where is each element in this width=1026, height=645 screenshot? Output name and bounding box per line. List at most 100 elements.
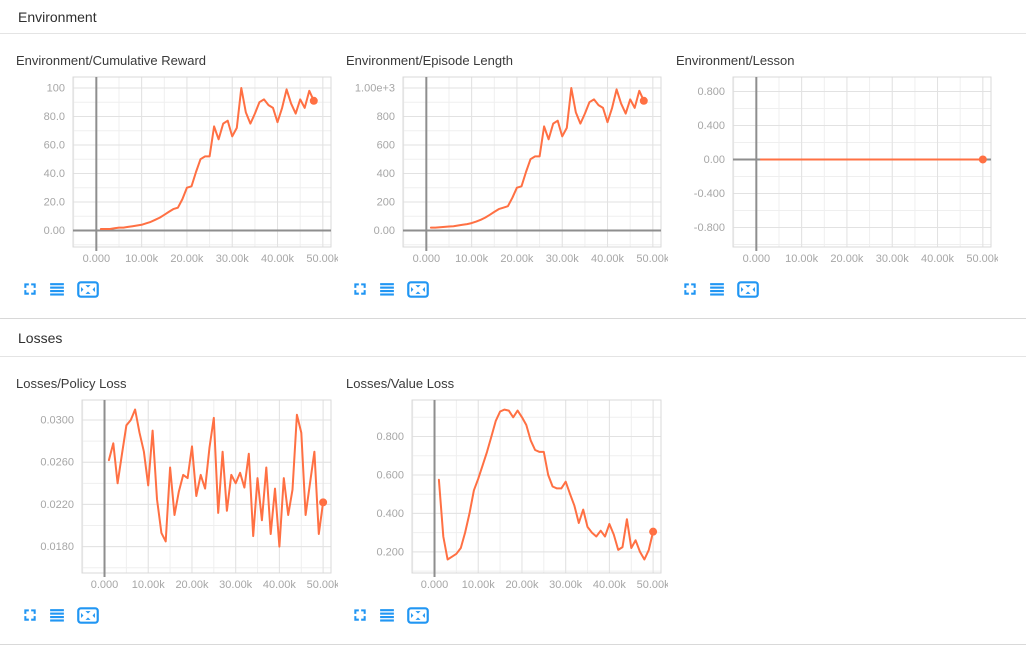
fit-to-data-icon bbox=[737, 280, 759, 298]
y-tick-label: 0.0260 bbox=[40, 457, 74, 469]
fit-domain-chart-button[interactable] bbox=[77, 606, 99, 624]
section-bottom-spacer bbox=[0, 298, 1026, 318]
x-tick-label: 20.00k bbox=[505, 579, 539, 591]
fit-domain-chart-button[interactable] bbox=[407, 606, 429, 624]
fit-domain-chart-button[interactable] bbox=[407, 280, 429, 298]
fit-to-data-icon bbox=[407, 606, 429, 624]
section-header-environment[interactable]: Environment bbox=[0, 0, 1026, 34]
x-tick-label: 0.000 bbox=[413, 253, 441, 265]
y-tick-label: 600 bbox=[377, 139, 395, 151]
chart-title: Environment/Lesson bbox=[676, 53, 795, 68]
y-tick-label: -0.400 bbox=[694, 188, 725, 200]
menu-icon bbox=[380, 282, 394, 296]
x-tick-label: 10.00k bbox=[455, 253, 489, 265]
chart-title: Losses/Policy Loss bbox=[16, 376, 127, 391]
chart-plot[interactable]: -0.800 -0.400 0.00 0.400 0.800 0.000 10.00k 20.… bbox=[668, 73, 998, 271]
y-tick-label: 0.00 bbox=[374, 225, 395, 237]
y-tick-label: 0.0300 bbox=[40, 415, 74, 427]
chart-plot[interactable]: 0.200 0.400 0.600 0.800 0.000 10.00k 20.00k 30.… bbox=[338, 396, 668, 597]
y-tick-label: 60.0 bbox=[44, 139, 65, 151]
chart-toolbar bbox=[353, 606, 668, 624]
x-tick-label: 40.00k bbox=[263, 579, 297, 591]
fullscreen-icon bbox=[354, 283, 366, 295]
chart-card: Environment/Episode Length 0.00 200 400 600 8… bbox=[338, 34, 668, 298]
expand-chart-button[interactable] bbox=[23, 280, 37, 298]
x-tick-label: 0.000 bbox=[91, 579, 119, 591]
series-line bbox=[429, 87, 645, 229]
expand-chart-button[interactable] bbox=[353, 280, 367, 298]
x-tick-label: 40.00k bbox=[591, 253, 625, 265]
y-tick-label: 20.0 bbox=[44, 196, 65, 208]
chart-title: Environment/Episode Length bbox=[346, 53, 513, 68]
menu-icon bbox=[710, 282, 724, 296]
series-end-dot bbox=[978, 155, 987, 164]
expand-chart-button[interactable] bbox=[683, 280, 697, 298]
menu-icon bbox=[50, 608, 64, 622]
x-tick-label: 40.00k bbox=[261, 253, 295, 265]
charts-row-losses: Losses/Policy Loss 0.0180 0.0220 0.0260 0.03… bbox=[0, 357, 1026, 624]
x-tick-label: 50.00k bbox=[307, 579, 338, 591]
x-tick-label: 10.00k bbox=[125, 253, 159, 265]
x-tick-label: 20.00k bbox=[175, 579, 209, 591]
x-tick-label: 30.00k bbox=[219, 579, 253, 591]
y-tick-label: 0.00 bbox=[44, 225, 65, 237]
runs-chart-button[interactable] bbox=[379, 606, 395, 624]
y-tick-label: 0.0220 bbox=[40, 499, 74, 511]
chart-card: Losses/Value Loss 0.200 0.400 0.600 0.800 0.0… bbox=[338, 357, 668, 624]
chart-toolbar bbox=[23, 606, 338, 624]
section-bottom-spacer bbox=[0, 624, 1026, 644]
x-tick-label: 20.00k bbox=[170, 253, 204, 265]
fullscreen-icon bbox=[24, 283, 36, 295]
runs-chart-button[interactable] bbox=[709, 280, 725, 298]
runs-chart-button[interactable] bbox=[49, 280, 65, 298]
runs-chart-button[interactable] bbox=[379, 280, 395, 298]
chart-toolbar bbox=[353, 280, 668, 298]
x-tick-label: 30.00k bbox=[876, 253, 910, 265]
x-tick-label: 0.000 bbox=[421, 579, 449, 591]
chart-plot[interactable]: 0.0180 0.0220 0.0260 0.0300 0.000 10.00k 20.00… bbox=[8, 396, 338, 597]
x-tick-label: 30.00k bbox=[549, 579, 583, 591]
chart-plot[interactable]: 0.00 20.0 40.0 60.0 80.0 100 0.000 10.00k 20.00k… bbox=[8, 73, 338, 271]
chart-title: Environment/Cumulative Reward bbox=[16, 53, 207, 68]
fullscreen-icon bbox=[24, 609, 36, 621]
y-tick-label: 0.600 bbox=[376, 469, 404, 481]
section-losses: Losses Losses/Policy Loss 0.0180 0.0220 0.0… bbox=[0, 319, 1026, 645]
y-tick-label: 0.400 bbox=[376, 508, 404, 520]
x-tick-label: 50.00k bbox=[306, 253, 338, 265]
x-tick-label: 30.00k bbox=[216, 253, 250, 265]
menu-icon bbox=[380, 608, 394, 622]
x-tick-label: 20.00k bbox=[500, 253, 534, 265]
y-tick-label: -0.800 bbox=[694, 222, 725, 234]
chart-toolbar bbox=[683, 280, 998, 298]
runs-chart-button[interactable] bbox=[49, 606, 65, 624]
fit-domain-chart-button[interactable] bbox=[77, 280, 99, 298]
series-end-dot bbox=[649, 527, 658, 536]
fit-to-data-icon bbox=[407, 280, 429, 298]
y-tick-label: 0.800 bbox=[697, 86, 725, 98]
x-tick-label: 40.00k bbox=[593, 579, 627, 591]
y-tick-label: 0.00 bbox=[704, 154, 725, 166]
chart-toolbar bbox=[23, 280, 338, 298]
expand-chart-button[interactable] bbox=[23, 606, 37, 624]
x-tick-label: 50.00k bbox=[966, 253, 998, 265]
series-line bbox=[107, 408, 325, 548]
y-tick-label: 800 bbox=[377, 111, 395, 123]
x-tick-label: 10.00k bbox=[462, 579, 496, 591]
x-tick-label: 30.00k bbox=[546, 253, 580, 265]
x-tick-label: 10.00k bbox=[785, 253, 819, 265]
fullscreen-icon bbox=[354, 609, 366, 621]
chart-plot[interactable]: 0.00 200 400 600 800 1.00e+3 0.000 10.00k 20.00k… bbox=[338, 73, 668, 271]
fit-domain-chart-button[interactable] bbox=[737, 280, 759, 298]
y-tick-label: 1.00e+3 bbox=[355, 82, 395, 94]
fullscreen-icon bbox=[684, 283, 696, 295]
menu-icon bbox=[50, 282, 64, 296]
chart-card: Losses/Policy Loss 0.0180 0.0220 0.0260 0.03… bbox=[8, 357, 338, 624]
series-end-dot bbox=[309, 96, 318, 105]
section-environment: Environment Environment/Cumulative Rewar… bbox=[0, 0, 1026, 319]
expand-chart-button[interactable] bbox=[353, 606, 367, 624]
series-end-dot bbox=[639, 96, 648, 105]
section-header-losses[interactable]: Losses bbox=[0, 319, 1026, 357]
y-tick-label: 200 bbox=[377, 196, 395, 208]
series-end-dot bbox=[319, 498, 328, 507]
